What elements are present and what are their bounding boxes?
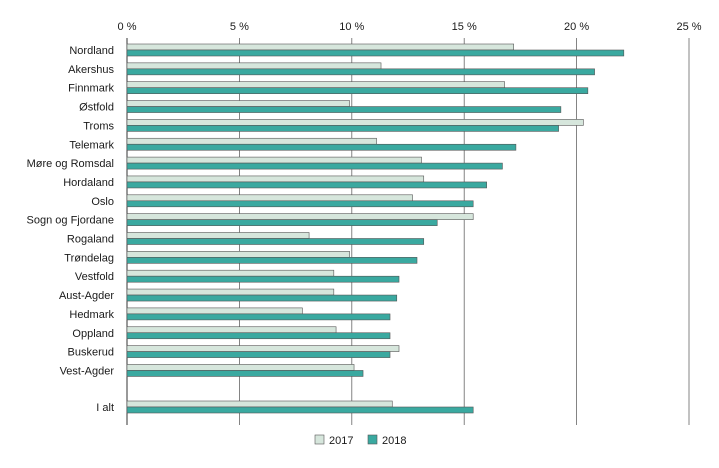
x-tick-label: 15 % [452,21,477,33]
category-label: Møre og Romsdal [27,158,114,170]
x-tick-label: 25 % [676,21,701,33]
bar-2017 [126,43,514,51]
bar-2018 [126,87,589,94]
bar-2018 [126,162,503,170]
category-label: Finnmark [68,83,114,95]
bar-2017 [126,156,422,164]
category-label: Østfold [79,102,114,114]
bar-2017 [126,307,303,315]
category-label: I alt [96,402,114,414]
bars [126,43,625,414]
bar-2018 [126,181,487,189]
category-label: Hordaland [63,177,114,189]
category-label: Buskerud [68,347,114,359]
category-label: Vest-Agder [60,365,115,377]
bar-2017 [126,364,355,371]
bar-2017 [126,137,377,145]
bar-2018 [126,143,517,151]
category-label: Sogn og Fjordane [27,215,114,227]
category-label: Trøndelag [64,252,114,264]
bar-2018 [126,294,398,302]
category-label: Telemark [69,139,114,151]
bar-2018 [126,275,400,283]
category-label: Rogaland [67,234,114,246]
bar-2018 [126,106,562,113]
bar-2017 [126,194,413,202]
bar-2018 [126,332,391,340]
legend-swatch-2018 [367,434,378,445]
legend-swatch-2017 [314,434,325,445]
bar-2018 [126,49,625,57]
x-axis-ticks: 0 % 5 % 10 % 15 % 20 % 25 % [118,21,702,33]
bar-2018 [126,313,391,321]
bar-2018 [126,125,559,132]
x-tick-label: 0 % [118,21,137,33]
legend-label-2017: 2017 [329,435,353,447]
bar-2017 [126,119,584,126]
category-label: Vestfold [75,271,114,283]
category-label: Troms [83,120,114,132]
bar-2017 [126,81,505,88]
bar-2017 [126,175,425,183]
bar-2018 [126,219,438,226]
category-label: Aust-Agder [59,290,114,302]
category-label: Nordland [69,45,114,57]
category-label: Akershus [68,64,114,76]
bar-2017 [126,213,474,220]
bar-2017 [126,345,400,352]
bar-2017 [126,326,337,334]
bar-2018 [126,406,474,414]
category-label: Oslo [91,196,114,208]
bar-2017 [126,400,393,408]
bar-2018 [126,351,391,358]
bar-2018 [126,238,425,245]
legend-label-2018: 2018 [382,435,406,447]
category-labels: Nordland Akershus Finnmark Østfold Troms Tele… [27,45,115,414]
bar-2017 [126,232,310,239]
bar-2017 [126,269,335,277]
bar-2018 [126,68,595,76]
bar-2017 [126,62,382,70]
x-tick-label: 20 % [564,21,589,33]
x-tick-label: 5 % [230,21,249,33]
x-tick-label: 10 % [339,21,364,33]
bar-2017 [126,100,350,107]
bar-2017 [126,288,335,296]
bar-2017 [126,251,350,258]
category-label: Oppland [72,328,114,340]
category-label: Hedmark [69,309,114,321]
bar-2018 [126,257,418,264]
bar-2018 [126,370,364,377]
bar-2018 [126,200,474,208]
legend: 2017 2018 [314,434,406,447]
